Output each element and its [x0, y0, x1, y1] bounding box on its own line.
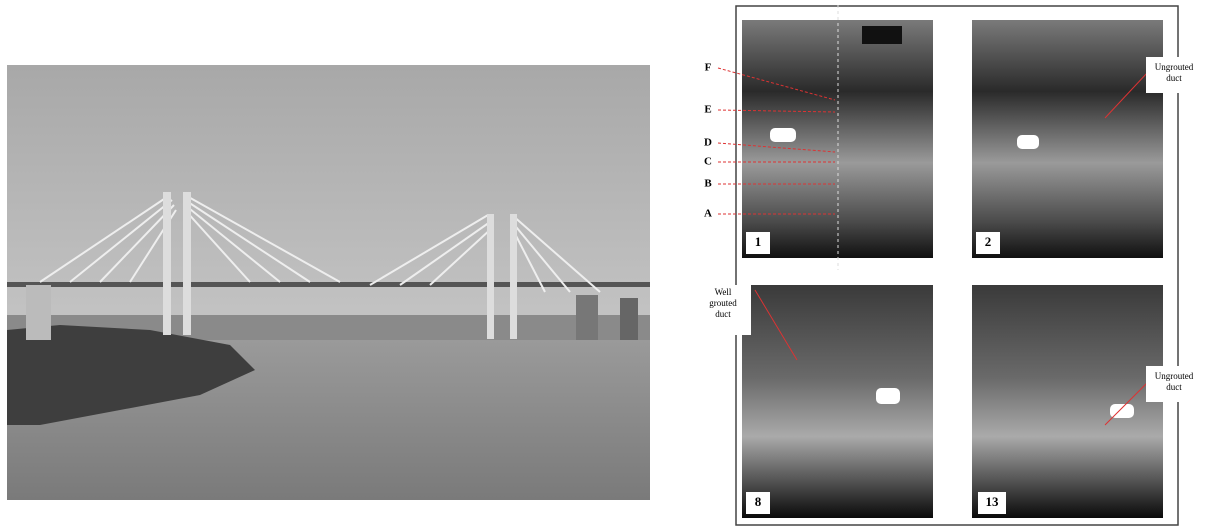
panel-number-box [976, 232, 1000, 254]
panel-number-box [746, 232, 770, 254]
depth-label: C [704, 156, 712, 168]
frame [735, 5, 1179, 526]
panel-number: 1 [755, 234, 762, 249]
radiographs [742, 5, 1163, 518]
panel-number: 2 [985, 234, 992, 249]
annotation-box [695, 285, 751, 335]
annotation-box [1146, 57, 1202, 93]
depth-label: F [705, 62, 712, 74]
depth-label: A [704, 208, 712, 220]
annotation: Well grouted duct [709, 287, 737, 319]
panel-number: 8 [755, 494, 762, 509]
annotation: Ungrouted duct [1155, 371, 1194, 392]
annotation-arrows [754, 71, 1149, 426]
bridge-photo [7, 65, 650, 500]
depth-label: B [704, 178, 712, 190]
panel-number-box [978, 492, 1006, 514]
annotation: Ungrouted duct [1155, 62, 1194, 83]
panel-number-box [746, 492, 770, 514]
annotation-box [1146, 366, 1202, 402]
depth-label: E [704, 104, 711, 116]
depth-lines [717, 67, 836, 215]
panel-number: 13 [986, 494, 1000, 509]
depth-label: D [704, 137, 712, 149]
